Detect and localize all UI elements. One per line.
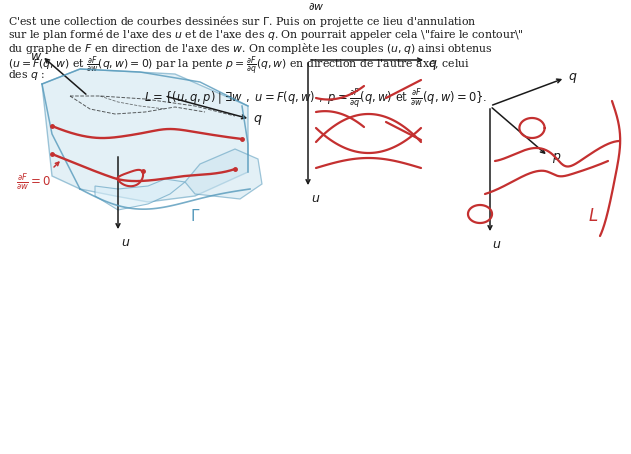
Text: $L = \{(u,q,p) \mid \exists w \ ,\ u = F(q,w) \ , \ p = \frac{\partial F}{\parti: $L = \{(u,q,p) \mid \exists w \ ,\ u = F… — [144, 87, 488, 110]
Text: $q$: $q$ — [568, 71, 577, 85]
Polygon shape — [95, 179, 185, 210]
Text: $u$: $u$ — [121, 236, 131, 249]
Text: $(u = F(q, w)$ et $\frac{\partial F}{\partial w}(q, w) = 0)$ par la pente $p = \: $(u = F(q, w)$ et $\frac{\partial F}{\pa… — [8, 54, 470, 78]
Text: $u$: $u$ — [492, 238, 502, 251]
Polygon shape — [42, 69, 248, 202]
Text: $w$: $w$ — [30, 50, 42, 63]
Text: $u$: $u$ — [311, 192, 321, 205]
Text: $p$: $p$ — [552, 151, 562, 165]
Polygon shape — [185, 149, 262, 199]
Text: $\Gamma$: $\Gamma$ — [190, 208, 200, 224]
Text: $\partial w$: $\partial w$ — [308, 1, 324, 12]
Text: $q$: $q$ — [253, 113, 262, 127]
Text: des $q$ :: des $q$ : — [8, 68, 45, 82]
Text: C'est une collection de courbes dessinées sur $\Gamma$. Puis on projette ce lieu: C'est une collection de courbes dessinée… — [8, 14, 476, 29]
Text: $L$: $L$ — [588, 208, 598, 225]
Text: sur le plan formé de l'axe des $u$ et de l'axe des $q$. On pourrait appeler cela: sur le plan formé de l'axe des $u$ et de… — [8, 28, 524, 43]
Text: $\frac{\partial F}{\partial w} = 0$: $\frac{\partial F}{\partial w} = 0$ — [16, 172, 52, 192]
Text: $q$: $q$ — [428, 58, 437, 72]
Text: du graphe de $F$ en direction de l'axe des $w$. On complète les couples $(u, q)$: du graphe de $F$ en direction de l'axe d… — [8, 41, 493, 56]
